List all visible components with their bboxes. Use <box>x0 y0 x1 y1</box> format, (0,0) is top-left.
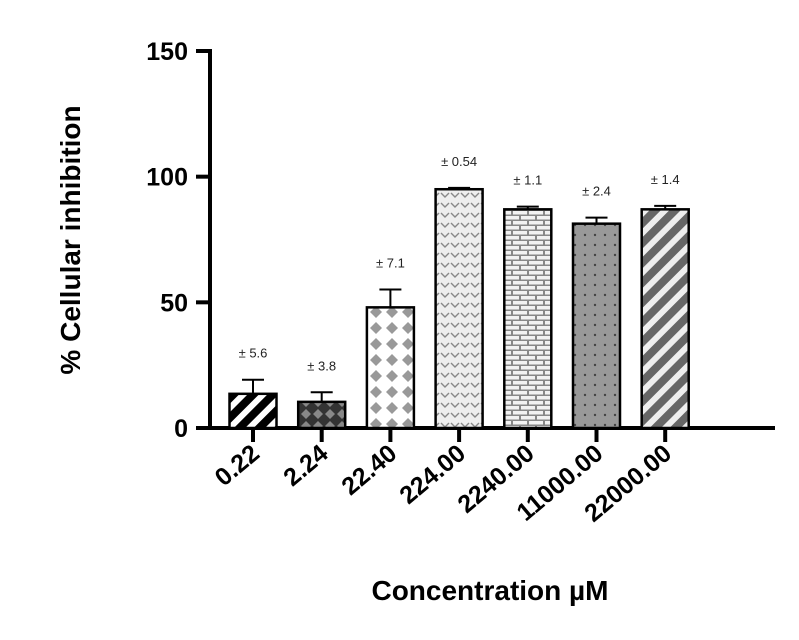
error-label: ± 2.4 <box>582 184 611 199</box>
bar <box>503 208 553 430</box>
error-label: ± 1.4 <box>651 172 680 187</box>
bar <box>296 400 347 430</box>
y-tick-label: 50 <box>160 289 188 317</box>
error-label: ± 0.54 <box>441 154 477 169</box>
x-tick-label: 2.24 <box>278 439 333 492</box>
x-tick-label: 22.40 <box>336 439 402 501</box>
y-tick-label: 100 <box>146 164 188 192</box>
y-tick-label: 150 <box>146 38 188 66</box>
error-label: ± 3.8 <box>307 358 336 373</box>
bar <box>228 392 278 430</box>
bar <box>365 306 416 430</box>
error-label: ± 1.1 <box>513 173 542 188</box>
bar <box>434 187 484 430</box>
x-tick-label: 0.22 <box>210 439 265 492</box>
y-axis-label: % Cellular inhibition <box>55 105 86 374</box>
error-label: ± 5.6 <box>239 346 268 361</box>
bar <box>640 208 690 430</box>
x-axis-label: Concentration µM <box>371 575 608 606</box>
y-tick-label: 0 <box>174 415 188 443</box>
error-label: ± 7.1 <box>376 256 405 271</box>
bar <box>571 222 622 430</box>
